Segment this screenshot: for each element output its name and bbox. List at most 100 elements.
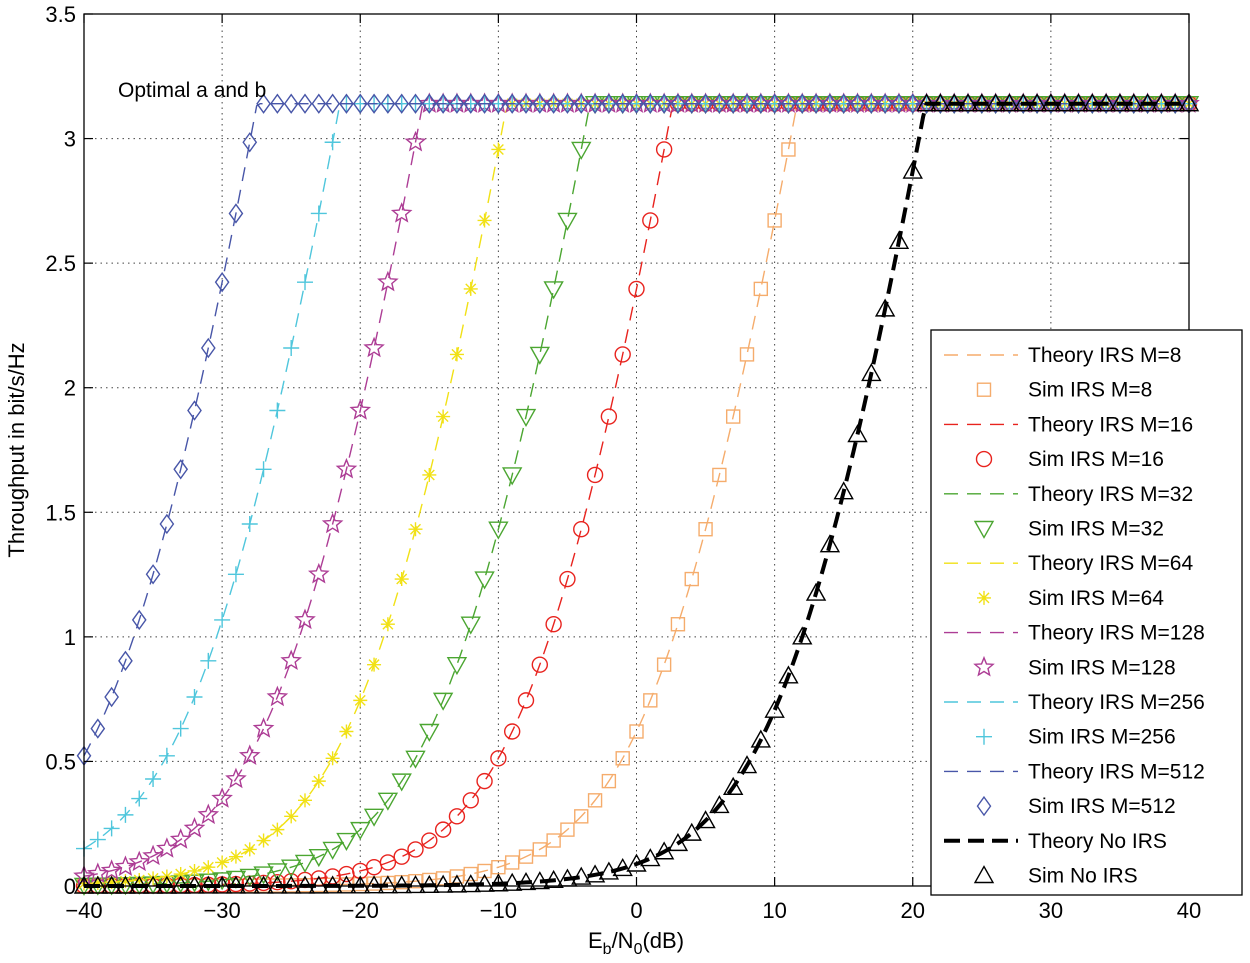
- sim-point: [1098, 93, 1114, 114]
- sim-point: [269, 873, 286, 891]
- sim-point: [753, 281, 769, 297]
- sim-point: [324, 134, 341, 151]
- sim-point: [532, 93, 548, 114]
- sim-point: [518, 849, 534, 864]
- sim-point: [322, 875, 343, 894]
- sim-point: [474, 571, 495, 590]
- sim-point: [239, 868, 260, 887]
- sim-point: [861, 362, 882, 382]
- sim-point: [187, 863, 202, 878]
- sim-point: [350, 875, 371, 894]
- y-tick-label: 1.5: [45, 500, 76, 525]
- legend-item: Sim IRS M=32: [973, 518, 1164, 541]
- sim-point: [225, 767, 247, 789]
- x-axis-label-db: (dB): [642, 928, 684, 953]
- sim-point: [1109, 93, 1131, 112]
- sim-point: [739, 347, 755, 362]
- x-axis-label: Eb/N0(dB): [588, 928, 684, 958]
- sim-point: [792, 626, 813, 645]
- sim-point: [822, 93, 838, 114]
- x-tick-label: −10: [480, 898, 517, 923]
- sim-point: [488, 521, 509, 540]
- sim-point: [529, 871, 551, 890]
- legend-label: Theory IRS M=32: [1028, 483, 1193, 506]
- sim-point: [100, 859, 123, 880]
- sim-point: [819, 534, 841, 553]
- sim-point: [215, 855, 230, 870]
- sim-point: [684, 571, 699, 587]
- sim-point: [476, 772, 493, 790]
- sim-point: [698, 522, 713, 537]
- legend-label: Sim IRS M=64: [1028, 587, 1164, 610]
- y-tick-label: 0.5: [45, 749, 76, 774]
- sim-point: [725, 93, 741, 114]
- sim-point: [463, 93, 479, 114]
- legend-item: Theory IRS M=256: [944, 691, 1205, 714]
- sim-point: [283, 93, 299, 114]
- sim-point: [366, 93, 382, 114]
- x-tick-label: −40: [65, 898, 102, 923]
- legend-marker-swatch: [976, 728, 992, 745]
- sim-point: [253, 875, 274, 894]
- sim-point: [1068, 93, 1089, 112]
- sim-point: [503, 723, 521, 740]
- sim-point: [988, 93, 1003, 114]
- sim-point: [142, 875, 164, 894]
- sim-point: [546, 93, 561, 114]
- sim-point: [781, 93, 796, 114]
- sim-point: [87, 875, 109, 894]
- sim-point: [280, 649, 302, 671]
- sim-point: [709, 795, 730, 814]
- sim-point: [294, 608, 316, 630]
- sim-point: [571, 141, 592, 160]
- sim-point: [643, 693, 658, 708]
- x-axis-label-n: /N: [612, 928, 634, 953]
- sim-point: [614, 346, 631, 363]
- sim-point: [712, 467, 727, 483]
- sim-point: [408, 522, 423, 537]
- sim-point: [1013, 93, 1034, 112]
- legend-item: Sim IRS M=16: [975, 448, 1164, 471]
- sim-point: [89, 831, 106, 848]
- legend-box: [930, 329, 1243, 896]
- sim-point: [270, 822, 285, 837]
- sim-point: [863, 93, 879, 114]
- sim-point: [308, 875, 330, 894]
- sim-point: [131, 790, 148, 807]
- sim-point: [463, 866, 478, 882]
- sim-point: [267, 875, 288, 894]
- sim-point: [888, 230, 910, 249]
- sim-point: [173, 867, 188, 882]
- sim-point: [172, 720, 189, 737]
- sim-point: [612, 857, 633, 877]
- sim-point: [118, 874, 133, 889]
- sim-point: [294, 854, 316, 873]
- sim-point: [501, 467, 523, 486]
- sim-point: [311, 93, 327, 114]
- sim-point: [946, 93, 962, 114]
- series-theory-irs-m-128: [83, 102, 1189, 877]
- sim-point: [173, 459, 189, 480]
- sim-point: [242, 842, 257, 857]
- sim-point: [670, 93, 686, 114]
- sim-point: [684, 93, 700, 114]
- sim-point: [422, 467, 437, 482]
- sim-point: [1164, 93, 1186, 112]
- sim-point: [655, 141, 673, 158]
- sim-point: [391, 875, 412, 894]
- legend-item: Sim No IRS: [973, 865, 1138, 888]
- sim-point: [836, 93, 852, 114]
- sim-point: [421, 832, 438, 849]
- sim-point: [695, 810, 716, 829]
- sim-point: [642, 93, 658, 114]
- sim-point: [656, 93, 672, 114]
- sim-point: [211, 875, 233, 894]
- sim-point: [434, 821, 452, 838]
- series-theory-irs-m-256: [83, 102, 1189, 850]
- sim-point: [930, 93, 951, 112]
- sim-point: [294, 875, 316, 894]
- sim-point: [408, 873, 423, 889]
- legend-marker-swatch: [973, 520, 995, 539]
- sim-point: [114, 855, 137, 876]
- sim-point: [238, 744, 261, 766]
